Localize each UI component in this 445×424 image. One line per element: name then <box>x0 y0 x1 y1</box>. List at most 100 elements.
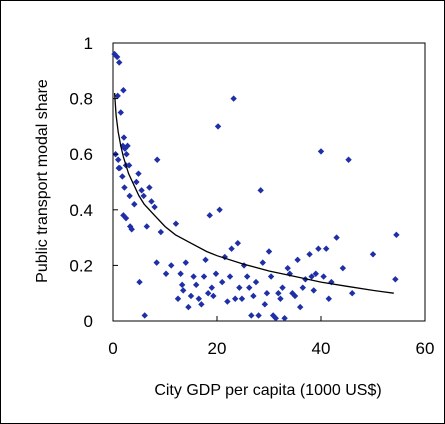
data-point <box>349 290 356 297</box>
x-tick-label: 40 <box>312 339 331 358</box>
data-point <box>113 53 121 61</box>
data-point <box>210 292 217 300</box>
data-point <box>255 312 262 319</box>
data-point <box>317 148 325 155</box>
data-point <box>143 223 150 230</box>
data-point <box>393 231 400 239</box>
data-point <box>312 270 319 277</box>
data-point <box>140 192 147 200</box>
data-point <box>174 295 182 302</box>
trend-line-layer <box>113 92 394 294</box>
data-point <box>162 270 170 277</box>
data-point <box>153 259 160 266</box>
data-point <box>291 292 299 300</box>
data-point <box>154 156 161 163</box>
x-axis-label: City GDP per capita (1000 US$) <box>154 382 381 399</box>
data-point <box>128 226 135 233</box>
data-point <box>248 312 255 319</box>
data-point <box>308 273 315 280</box>
data-point <box>206 212 213 219</box>
y-tick-label: 0.6 <box>69 145 93 164</box>
data-point <box>131 201 138 208</box>
data-point <box>123 151 130 158</box>
data-point <box>121 184 128 191</box>
data-point <box>234 239 241 247</box>
data-point <box>246 284 253 291</box>
data-point <box>178 281 186 289</box>
data-point <box>195 295 202 302</box>
data-point <box>369 251 377 258</box>
data-point <box>310 287 317 294</box>
y-axis-ticks: 0 0.2 0.4 0.6 0.8 1 <box>69 34 118 331</box>
data-point <box>323 245 330 252</box>
data-point <box>232 295 239 302</box>
x-axis-ticks: 0 20 40 60 <box>108 316 434 358</box>
data-point <box>294 256 301 264</box>
data-point <box>263 290 271 297</box>
data-point <box>320 273 327 280</box>
y-tick-label: 0 <box>84 312 93 331</box>
data-point <box>212 270 220 277</box>
data-point <box>204 290 212 297</box>
data-point <box>172 220 180 227</box>
data-point <box>265 248 273 255</box>
data-point <box>236 284 243 291</box>
data-point <box>325 295 332 302</box>
data-point <box>198 301 205 308</box>
data-point <box>230 95 237 102</box>
y-tick-label: 0.4 <box>69 201 93 220</box>
data-point <box>133 178 140 186</box>
data-point <box>177 270 184 277</box>
data-point <box>306 251 313 258</box>
data-point <box>228 245 235 252</box>
x-tick-label: 20 <box>208 339 227 358</box>
data-point <box>339 264 347 272</box>
data-point <box>135 170 142 177</box>
data-point <box>151 203 158 211</box>
data-point <box>148 198 155 205</box>
data-point <box>115 156 122 163</box>
data-point <box>281 315 288 322</box>
data-point <box>185 303 192 311</box>
data-point <box>120 134 128 141</box>
data-point <box>208 284 215 291</box>
data-point <box>219 278 226 286</box>
data-point <box>299 284 306 291</box>
data-point <box>297 303 304 311</box>
data-point <box>187 292 195 300</box>
data-point <box>111 50 118 58</box>
data-point <box>259 259 266 266</box>
data-point <box>392 276 399 283</box>
data-point <box>243 273 251 280</box>
data-point <box>226 273 234 280</box>
data-point <box>200 273 208 280</box>
plot-border <box>112 42 426 322</box>
data-point <box>115 164 122 172</box>
data-point <box>125 162 133 169</box>
data-point <box>333 234 340 241</box>
data-point <box>141 312 148 319</box>
data-point <box>182 259 189 266</box>
data-point <box>146 184 153 191</box>
data-point <box>202 256 209 264</box>
data-point <box>122 214 130 222</box>
data-point <box>119 173 126 180</box>
data-point <box>272 315 279 322</box>
data-point <box>180 287 187 294</box>
data-point <box>157 228 165 236</box>
data-point <box>120 87 127 94</box>
data-point <box>257 187 264 194</box>
data-point <box>279 284 286 291</box>
plot-area <box>112 42 426 322</box>
data-point <box>214 123 222 130</box>
data-point <box>124 142 131 150</box>
data-point <box>250 292 257 300</box>
data-point <box>345 156 352 163</box>
x-tick-label: 0 <box>108 339 117 358</box>
data-point <box>238 295 246 302</box>
data-point <box>275 290 282 297</box>
x-tick-label: 60 <box>416 339 435 358</box>
y-tick-label: 0.8 <box>69 90 93 109</box>
data-point <box>277 295 284 302</box>
